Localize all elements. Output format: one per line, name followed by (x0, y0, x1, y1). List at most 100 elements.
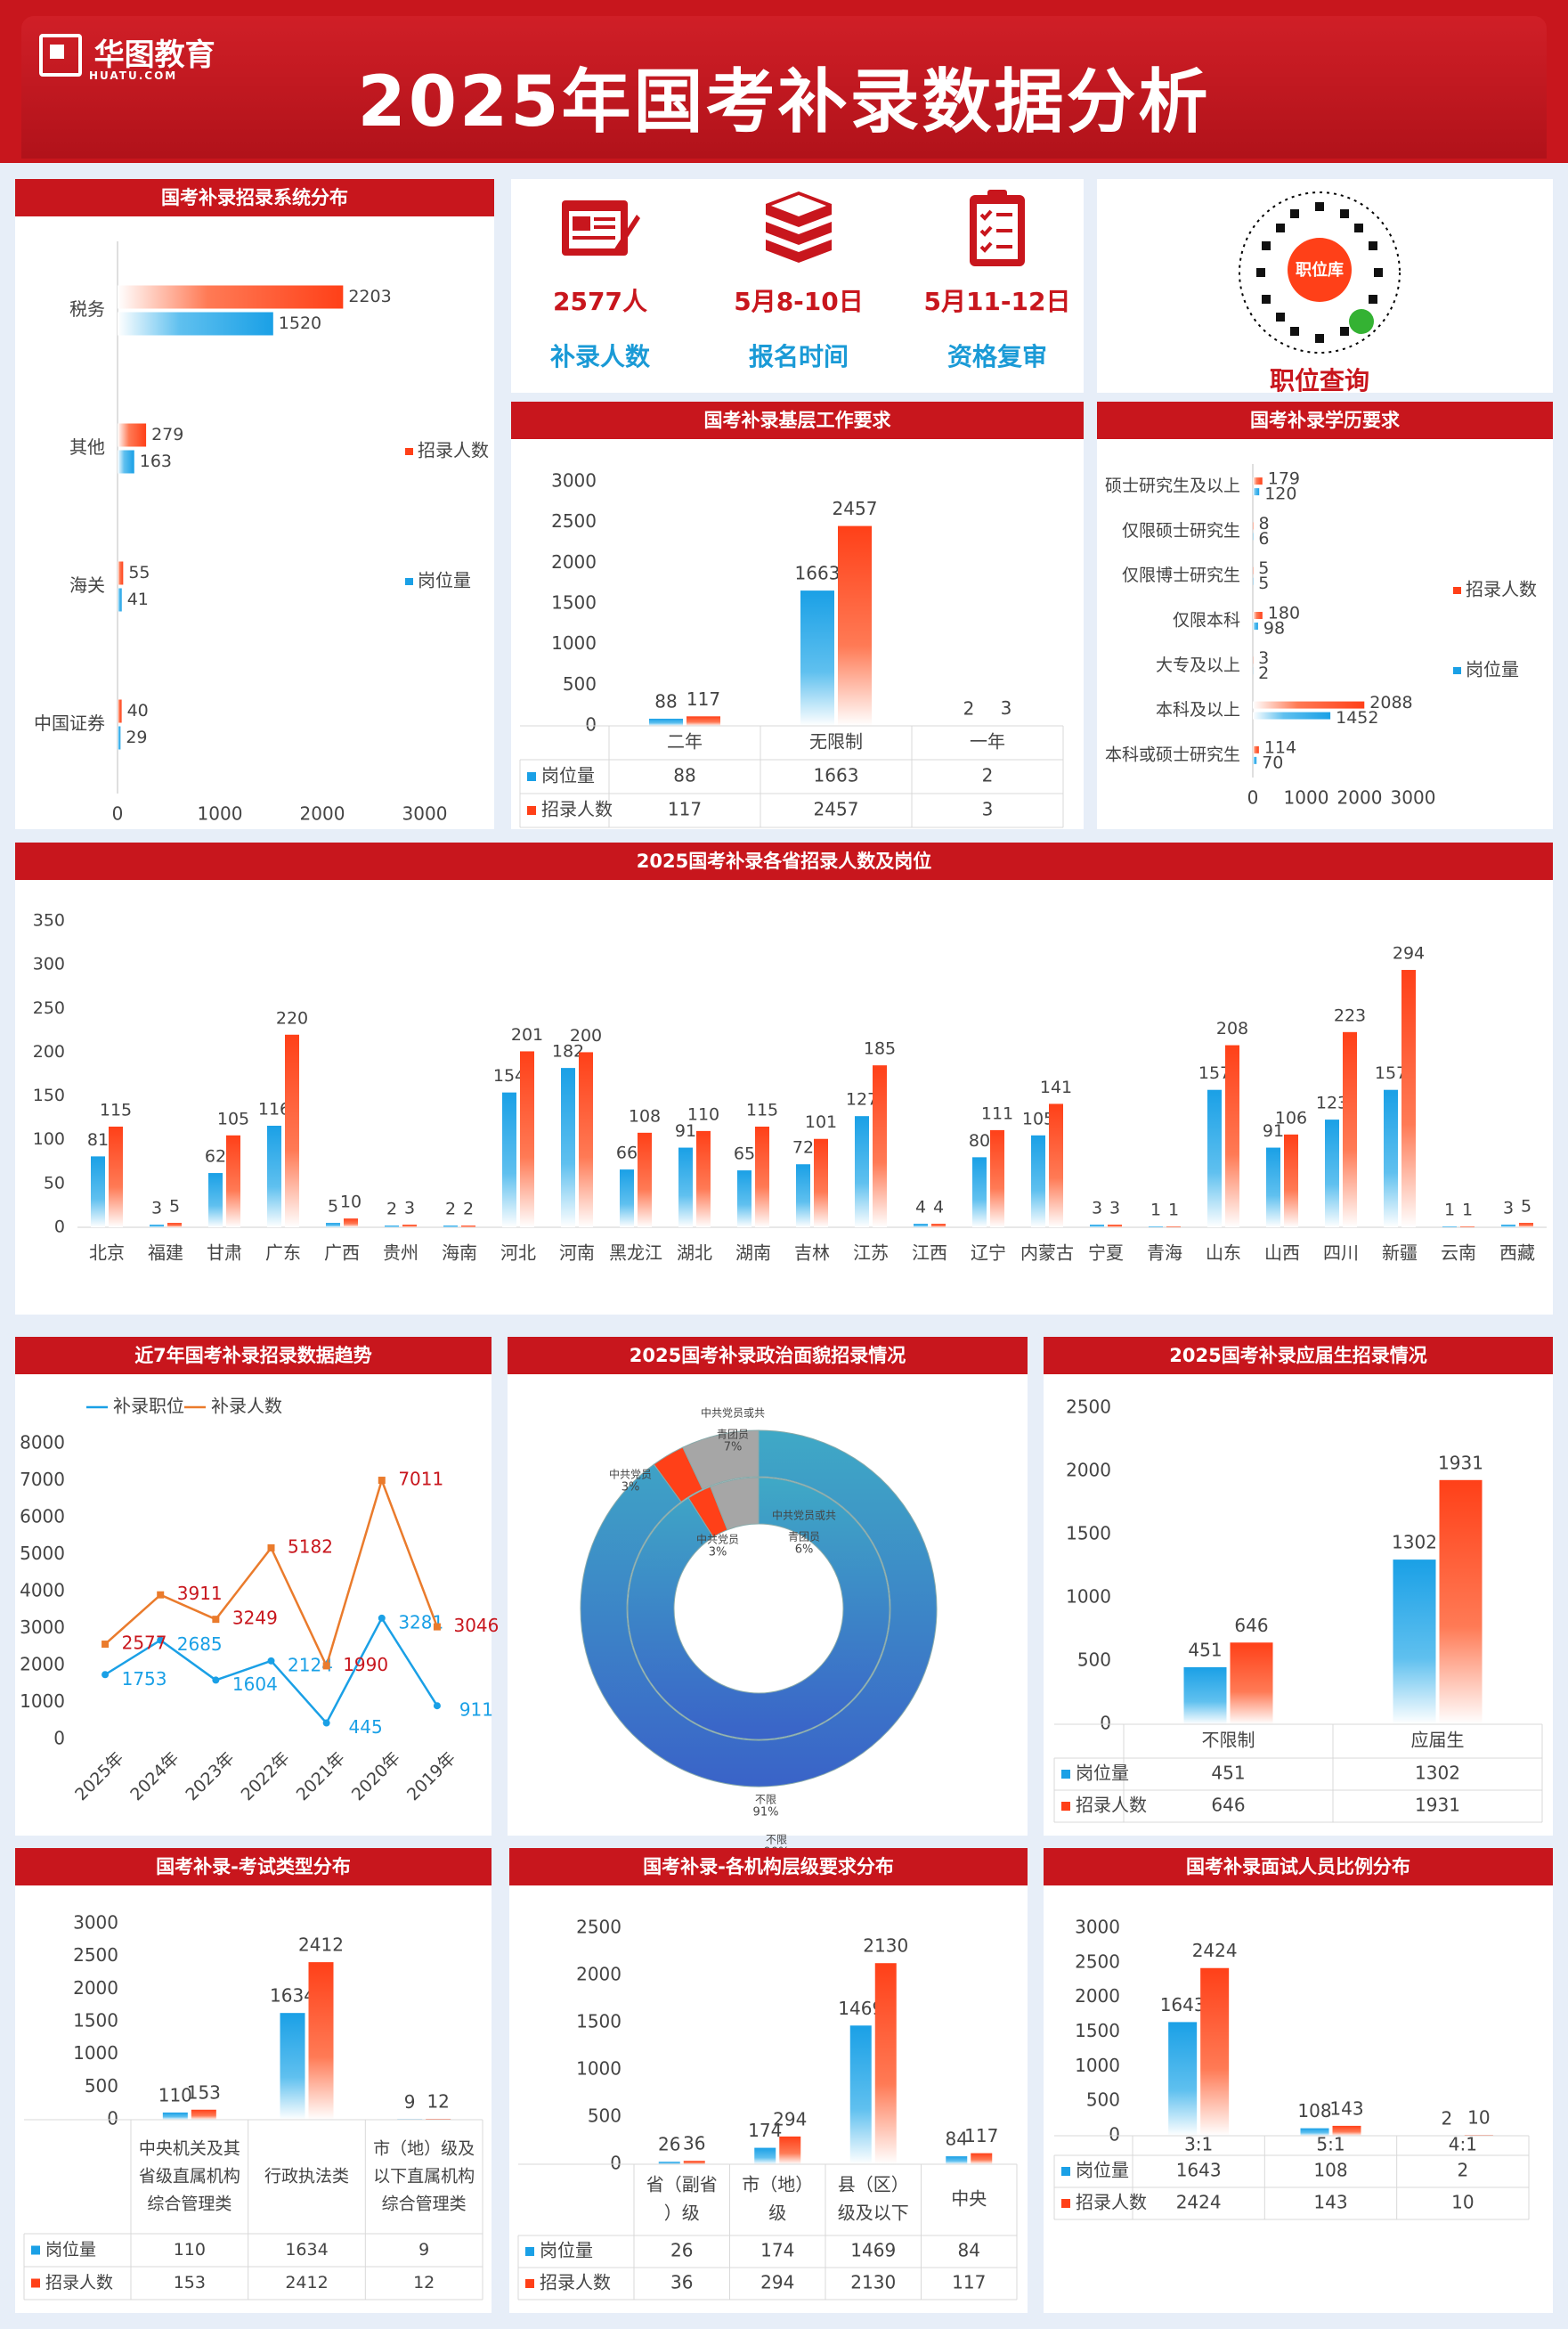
system-chart: 0 1000 2000 3000 税务 2203 1520 其他 279 163 海关 55 41 中国证… (34, 241, 489, 825)
data-point (433, 1623, 441, 1631)
bar (118, 588, 122, 612)
y-tick-label: 2000 (1066, 1460, 1111, 1481)
x-tick-label: 2020年 (348, 1748, 404, 1804)
data-label: 2 (386, 1200, 397, 1219)
x-tick-label: 3000 (1391, 787, 1436, 809)
data-label: 8 (1258, 514, 1269, 533)
data-label: 911 (459, 1699, 493, 1721)
data-label: 1 (1462, 1201, 1473, 1220)
y-tick-label: 1500 (576, 2011, 622, 2032)
data-point (433, 1702, 441, 1710)
legend-swatch (405, 448, 413, 455)
x-tick-label: 河南 (559, 1242, 595, 1264)
info-recruit-count: 2577人 补录人数 (520, 188, 680, 373)
data-label: 66 (616, 1144, 638, 1163)
bar (280, 2013, 305, 2120)
data-label: 101 (805, 1112, 837, 1132)
data-label: 6 (1258, 529, 1269, 549)
data-label: 26 (658, 2134, 680, 2155)
donut-slice (710, 1477, 760, 1531)
bar (737, 1170, 752, 1227)
info-label: 资格复审 (946, 342, 1047, 371)
table-value: 294 (760, 2272, 794, 2293)
data-label: 153 (187, 2081, 221, 2103)
table-category-label: 中央 (951, 2188, 987, 2210)
data-label: 2 (445, 1200, 456, 1219)
data-label: 200 (570, 1026, 602, 1046)
info-label: 补录人数 (549, 342, 650, 371)
table-value: 2412 (285, 2273, 328, 2292)
data-label: 4 (933, 1198, 944, 1217)
legend-swatch (525, 2279, 534, 2288)
data-label: 105 (1022, 1109, 1054, 1128)
y-tick-label: 0 (107, 2108, 118, 2129)
y-tick-label: 50 (44, 1173, 65, 1193)
y-tick-label: 100 (33, 1129, 65, 1149)
bar (118, 450, 134, 474)
bar (150, 1225, 164, 1227)
bar (1253, 612, 1263, 619)
bar (914, 1224, 928, 1227)
bar (874, 1963, 897, 2164)
bar (502, 1092, 516, 1227)
info-signup-time: 5月8-10日 报名时间 (719, 188, 879, 373)
qr-code[interactable]: 职位库 职位查询 (1235, 188, 1404, 395)
y-tick-label: 500 (1077, 1649, 1111, 1671)
data-label: 294 (1393, 944, 1425, 964)
data-label: 185 (864, 1039, 896, 1059)
data-label: 110 (687, 1104, 719, 1124)
y-tick-label: 500 (85, 2075, 118, 2097)
data-label: 10 (340, 1193, 362, 1212)
y-tick-label: 2000 (576, 1964, 622, 1985)
table-legend-label: 招录人数 (45, 2273, 113, 2292)
data-label: 80 (969, 1131, 990, 1151)
x-tick-label: 黑龙江 (609, 1242, 662, 1264)
bar (520, 1051, 534, 1227)
checklist-clipboard-icon (970, 190, 1025, 266)
bar (1343, 1031, 1357, 1227)
table-legend-label: 岗位量 (1076, 2160, 1129, 2181)
x-tick-label: 湖北 (677, 1242, 712, 1264)
data-label: 55 (128, 563, 150, 582)
table-value: 646 (1211, 1795, 1245, 1816)
category-label: 本科或硕士研究生 (1105, 745, 1240, 764)
info-review-time: 5月11-12日 资格复审 (917, 188, 1077, 373)
bar (687, 716, 720, 726)
bar (1183, 1666, 1227, 1724)
data-label: 3249 (232, 1608, 278, 1629)
y-tick-label: 8000 (20, 1432, 65, 1454)
x-tick-label: 3000 (402, 803, 448, 825)
y-tick-label: 3000 (1075, 1917, 1120, 1938)
y-tick-label: 1500 (1075, 2020, 1120, 2041)
data-point (102, 1671, 110, 1679)
data-label: 3911 (177, 1583, 223, 1604)
legend-swatch (1061, 2167, 1070, 2176)
bar (1460, 1226, 1475, 1227)
header-banner (21, 16, 1547, 159)
data-label: 106 (1275, 1108, 1307, 1128)
table-value: 2424 (1176, 2192, 1222, 2213)
table-legend-label: 招录人数 (1076, 2192, 1147, 2213)
data-point (212, 1616, 220, 1624)
bar (620, 1169, 634, 1227)
legend-swatch (525, 2247, 534, 2256)
table-value: 2 (1457, 2160, 1468, 2181)
table-category-label: 省级直属机构 (139, 2167, 240, 2186)
panel-system: 国考补录招录系统分布 0 1000 2000 3000 税务 2203 1520 其他 279 1… (15, 179, 494, 829)
legend-swatch (1061, 1770, 1070, 1779)
x-tick-label: 贵州 (383, 1242, 418, 1264)
y-tick-label: 200 (33, 1042, 65, 1062)
y-tick-label: 4000 (20, 1580, 65, 1601)
bar (838, 525, 872, 726)
qr-label: 职位查询 (1269, 366, 1369, 395)
data-point (378, 1477, 386, 1485)
y-tick-label: 1000 (576, 2058, 622, 2080)
bar (1207, 1089, 1222, 1227)
x-tick-label: 四川 (1323, 1242, 1359, 1264)
donut-percent-label: 3% (622, 1481, 640, 1494)
table-value: 1643 (1176, 2160, 1222, 2181)
data-label: 154 (493, 1066, 525, 1086)
table-category-label: 不限制 (1202, 1730, 1255, 1751)
category-label: 海关 (69, 574, 105, 596)
bar (1108, 1225, 1122, 1227)
